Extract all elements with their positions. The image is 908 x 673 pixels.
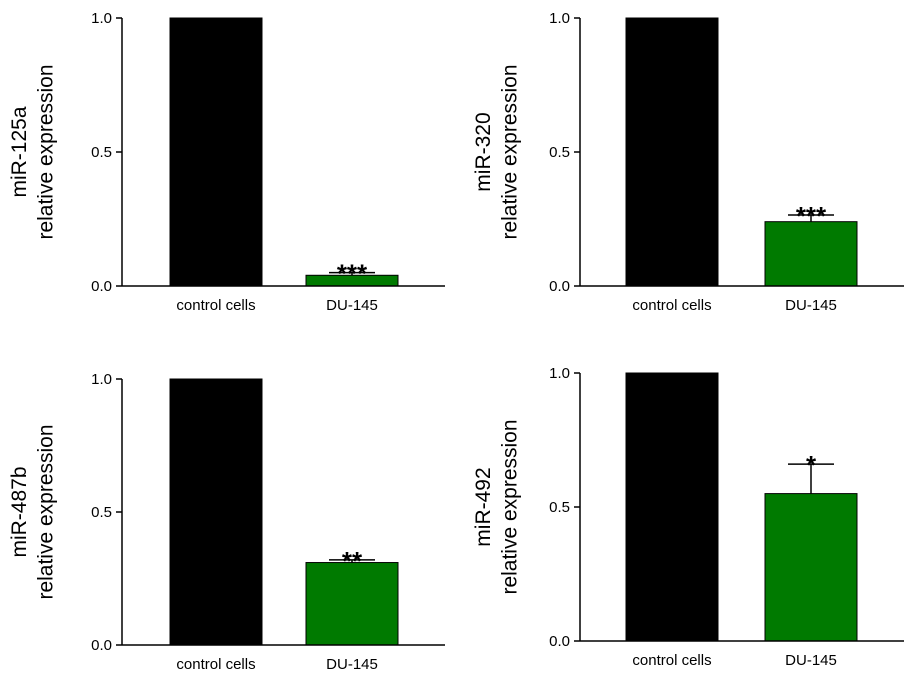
y-tick-label: 1.0 (549, 365, 570, 382)
bar-1 (625, 372, 719, 642)
y-tick-label: 0.5 (91, 144, 112, 161)
significance-label: ** (342, 546, 363, 576)
y-tick-label: 0.0 (91, 278, 112, 295)
bar-1 (169, 378, 263, 646)
bar-2 (305, 562, 399, 646)
bar-2 (764, 221, 858, 287)
y-tick-label: 0.0 (549, 633, 570, 650)
chart-panel-3: control cells ** DU-145 0.0 0.5 1.0 miR-487b re… (8, 371, 445, 673)
chart-panel-4: control cells * DU-145 0.0 0.5 1.0 miR-492 rela… (472, 365, 904, 669)
x-tick-label: DU-145 (785, 652, 837, 669)
significance-label: *** (796, 201, 827, 231)
x-tick-label: control cells (176, 297, 255, 314)
significance-label: * (806, 450, 817, 480)
bar-1 (625, 17, 719, 287)
y-axis-label-mirna: miR-492 (472, 467, 495, 546)
y-axis-label-measure: relative expression (34, 64, 57, 239)
bar-2 (764, 493, 858, 642)
x-tick-label: control cells (632, 297, 711, 314)
y-tick-label: 0.0 (91, 637, 112, 654)
y-tick-label: 1.0 (91, 10, 112, 27)
y-tick-label: 1.0 (549, 10, 570, 27)
y-axis-label: miR-320 relative expression (472, 64, 521, 239)
y-axis-label-mirna: miR-125a (8, 106, 31, 197)
y-axis-label: miR-487b relative expression (8, 424, 57, 599)
y-axis-label: miR-125a relative expression (8, 64, 57, 239)
x-tick-label: DU-145 (785, 297, 837, 314)
x-tick-label: control cells (632, 652, 711, 669)
x-tick-label: DU-145 (326, 297, 378, 314)
y-tick-label: 0.5 (549, 144, 570, 161)
y-axis-label-mirna: miR-320 (472, 112, 495, 191)
y-axis-label-mirna: miR-487b (8, 466, 31, 557)
y-axis-label-measure: relative expression (498, 419, 521, 594)
chart-panel-1: control cells *** DU-145 0.0 0.5 1.0 miR-125a r… (8, 10, 445, 314)
y-axis-label-measure: relative expression (498, 64, 521, 239)
y-tick-label: 0.5 (91, 504, 112, 521)
y-axis-label: miR-492 relative expression (472, 419, 521, 594)
y-axis-label-measure: relative expression (34, 424, 57, 599)
bar-1 (169, 17, 263, 287)
chart-panel-2: control cells *** DU-145 0.0 0.5 1.0 miR-320 re… (472, 10, 904, 314)
significance-label: *** (337, 259, 368, 289)
x-tick-label: control cells (176, 656, 255, 673)
y-tick-label: 1.0 (91, 371, 112, 388)
y-tick-label: 0.5 (549, 499, 570, 516)
y-tick-label: 0.0 (549, 278, 570, 295)
x-tick-label: DU-145 (326, 656, 378, 673)
